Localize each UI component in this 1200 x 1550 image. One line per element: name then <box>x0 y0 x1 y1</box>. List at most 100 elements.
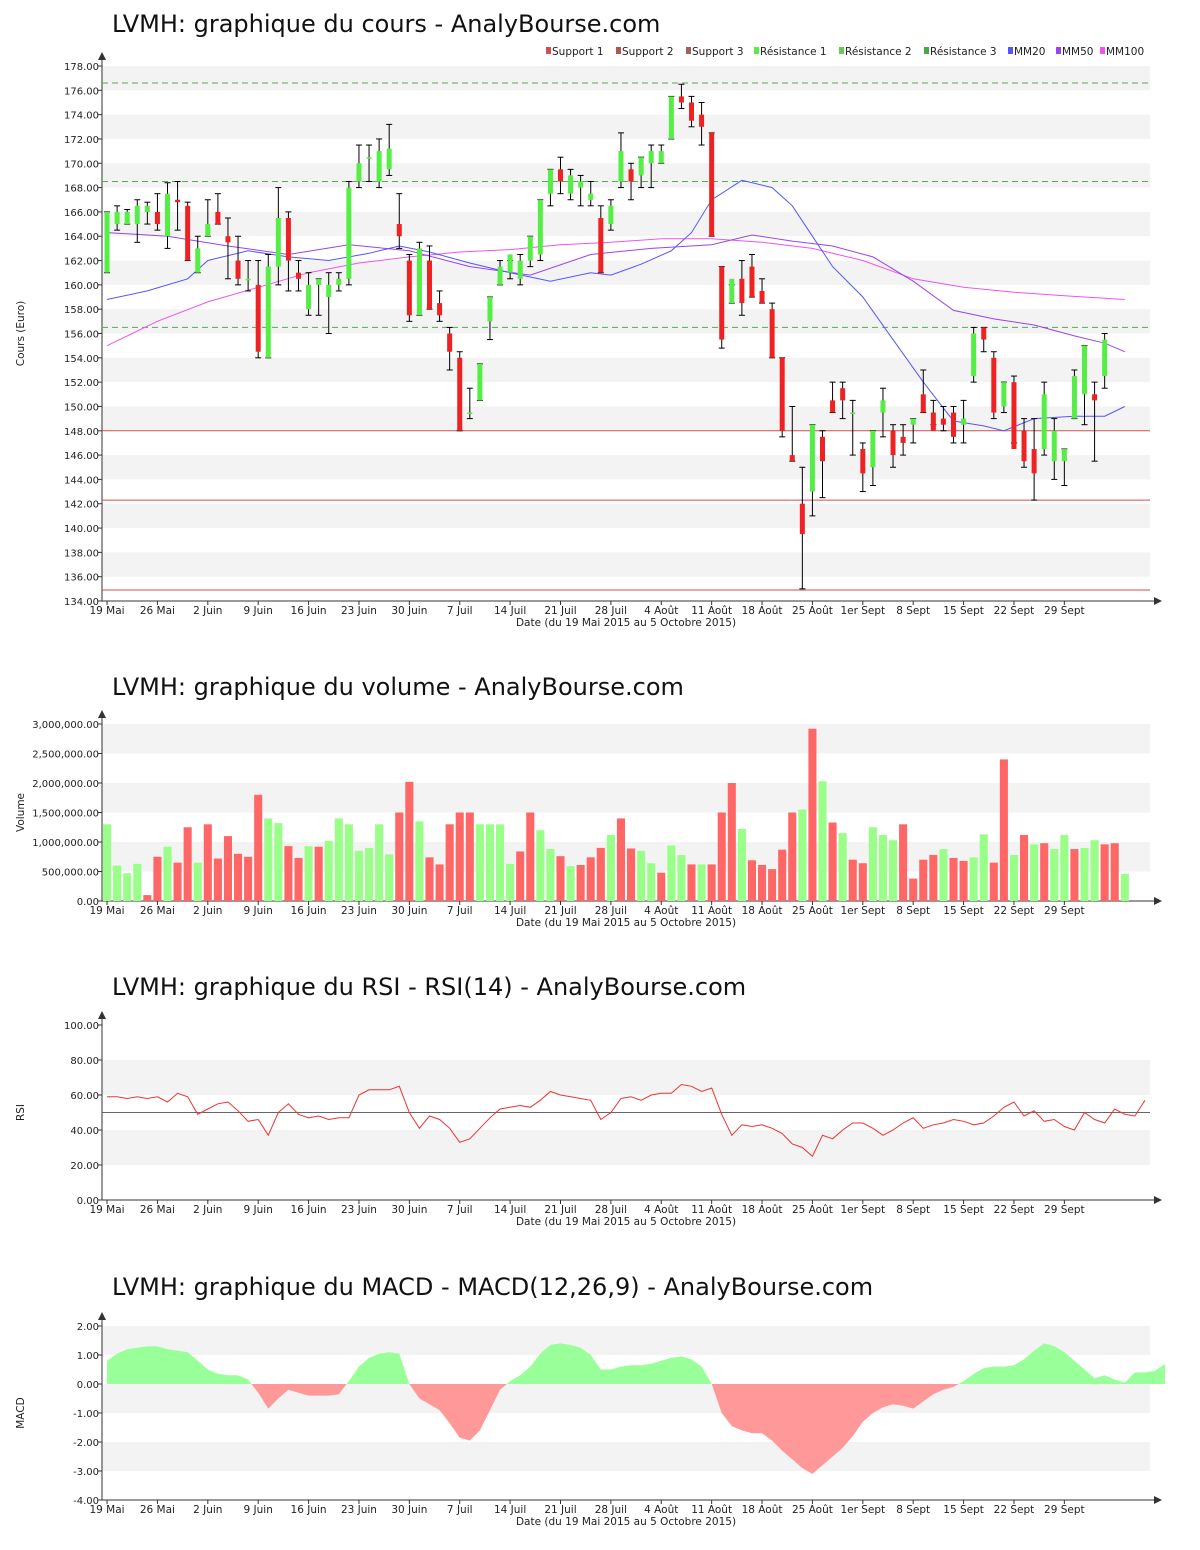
legend-label: Résistance 2 <box>845 46 912 58</box>
legend-label: Support 3 <box>692 46 744 58</box>
price-x-tick-label: 15 Sept <box>943 605 984 617</box>
volume-bar <box>455 812 464 901</box>
candle-body <box>588 193 594 200</box>
candle-body <box>991 357 997 413</box>
price-y-tick-label: 152.00 <box>64 378 99 389</box>
candle-body <box>195 248 201 273</box>
price-x-tick-label: 21 Juil <box>544 605 576 617</box>
rsi-x-tick-label: 8 Sept <box>896 1204 930 1216</box>
candle-body <box>144 205 150 212</box>
rsi-y-tick-label: 40.00 <box>70 1126 99 1137</box>
candle-body <box>749 266 755 298</box>
legend-label: Support 1 <box>552 46 604 58</box>
volume-bar <box>657 872 666 901</box>
volume-bar <box>485 824 494 901</box>
candle-body <box>356 163 362 182</box>
legend-label: Résistance 3 <box>930 46 997 58</box>
legend-swatch <box>754 47 759 54</box>
volume-x-tick-label: 30 Juin <box>391 905 427 917</box>
volume-bar <box>727 783 736 901</box>
rsi-y-tick-label: 60.00 <box>70 1091 99 1102</box>
candle-body <box>487 297 493 322</box>
macd-x-tick-label: 11 Août <box>691 1504 732 1516</box>
rsi-y-tick-label: 80.00 <box>70 1056 99 1067</box>
macd-negative-area <box>711 1384 959 1474</box>
rsi-x-tick-label: 23 Juin <box>341 1204 377 1216</box>
macd-x-tick-label: 15 Sept <box>943 1504 984 1516</box>
candle-body <box>890 430 896 456</box>
volume-x-tick-label: 18 Août <box>742 905 783 917</box>
macd-y-tick-label: 1.00 <box>77 1351 99 1362</box>
volume-bar <box>909 878 918 901</box>
volume-chart-panel: LVMH: graphique du volume - AnalyBourse.… <box>0 670 1200 940</box>
legend-swatch <box>1056 47 1061 54</box>
legend-label: Support 2 <box>622 46 674 58</box>
volume-bar <box>737 829 746 901</box>
volume-x-tick-label: 7 Juil <box>447 905 473 917</box>
macd-positive-area <box>107 1346 252 1384</box>
volume-bar <box>878 834 887 901</box>
macd-positive-area <box>958 1343 1166 1384</box>
candle-body <box>759 290 765 304</box>
rsi-x-tick-label: 1er Sept <box>840 1204 885 1216</box>
candle-body <box>1021 430 1027 462</box>
volume-bar <box>1050 849 1059 901</box>
candle-body <box>668 96 674 139</box>
candle-body <box>638 157 644 176</box>
volume-bar <box>969 857 978 901</box>
rsi-x-tick-label: 19 Mai <box>89 1204 124 1216</box>
candle-body <box>860 449 866 474</box>
volume-bar <box>143 895 152 901</box>
price-grid-band <box>102 455 1150 480</box>
candle-body <box>547 169 553 194</box>
rsi-x-tick-label: 25 Août <box>792 1204 833 1216</box>
volume-x-tick-label: 29 Sept <box>1044 905 1085 917</box>
volume-bar <box>1060 834 1069 901</box>
candle-body <box>769 309 775 358</box>
volume-bar <box>647 863 656 901</box>
candle-body <box>900 436 906 443</box>
mm50-line <box>106 232 1125 353</box>
volume-bar <box>1040 843 1049 901</box>
volume-bar <box>627 848 636 901</box>
candle-body <box>678 96 684 103</box>
rsi-x-tick-label: 4 Août <box>644 1204 678 1216</box>
volume-bar <box>123 873 132 901</box>
price-x-axis-arrow <box>1154 597 1162 605</box>
macd-y-axis-arrow <box>98 1312 106 1320</box>
macd-x-tick-label: 4 Août <box>644 1504 678 1516</box>
price-grid-band <box>102 211 1150 237</box>
volume-bar <box>173 862 182 901</box>
price-y-tick-label: 162.00 <box>64 257 99 268</box>
rsi-x-tick-label: 2 Juin <box>193 1204 222 1216</box>
macd-y-tick-label: -1.00 <box>73 1409 99 1420</box>
price-x-tick-label: 2 Juin <box>193 605 222 617</box>
price-x-tick-label: 28 Juil <box>595 605 627 617</box>
volume-bar <box>254 794 263 901</box>
volume-x-tick-label: 8 Sept <box>896 905 930 917</box>
volume-x-tick-label: 14 Juil <box>494 905 526 917</box>
rsi-x-tick-label: 21 Juil <box>544 1204 576 1216</box>
rsi-grid-band <box>102 1130 1150 1165</box>
macd-grid-band <box>102 1326 1150 1355</box>
legend-swatch <box>1008 47 1013 54</box>
price-grid-band <box>102 163 1150 188</box>
candle-body <box>507 254 513 273</box>
candle-body <box>920 394 926 413</box>
candle-body <box>578 181 584 188</box>
candle-body <box>568 175 574 194</box>
candle-body <box>648 151 654 164</box>
macd-positive-area <box>346 1352 410 1384</box>
candle-body <box>185 205 191 261</box>
candle-body <box>1011 382 1017 450</box>
price-x-tick-label: 29 Sept <box>1044 605 1085 617</box>
volume-x-tick-label: 22 Sept <box>994 905 1035 917</box>
volume-bar <box>667 845 676 901</box>
legend-label: MM20 <box>1014 46 1045 58</box>
volume-x-tick-label: 26 Mai <box>140 905 175 917</box>
candle-body <box>326 284 332 298</box>
candle-body <box>477 363 483 401</box>
candle-body <box>739 278 745 304</box>
candle-body <box>154 211 160 225</box>
volume-bar <box>637 850 646 901</box>
